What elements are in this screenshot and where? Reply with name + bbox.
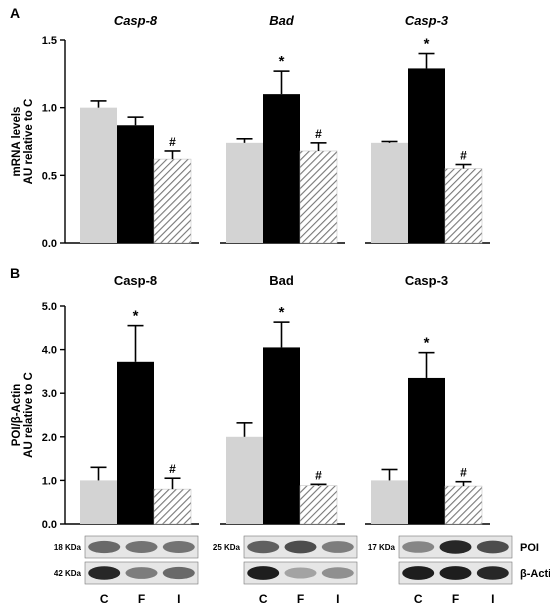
y-tick-label: 0.5: [42, 170, 57, 182]
y-tick-label: 4.0: [42, 345, 57, 357]
group-title: Casp-3: [405, 273, 448, 288]
y-tick-label: 1.5: [42, 35, 57, 47]
significance-hash: #: [460, 149, 467, 163]
y-tick-label: 1.0: [42, 475, 57, 487]
blot-band: [476, 540, 509, 554]
lane-label: I: [336, 592, 339, 606]
significance-star: *: [133, 308, 139, 325]
kda-label: 42 KDa: [54, 569, 82, 578]
y-tick-label: 3.0: [42, 388, 57, 400]
significance-hash: #: [315, 468, 322, 482]
group-title: Casp-8: [114, 13, 158, 28]
blot-band: [439, 566, 472, 580]
bar: [408, 68, 445, 243]
lane-label: F: [138, 592, 145, 606]
lane-label: C: [414, 592, 423, 606]
bar: [299, 485, 338, 525]
bar: [371, 142, 408, 243]
y-tick-label: 1.0: [42, 103, 57, 115]
blot-band: [247, 566, 280, 580]
y-axis-label-line2: AU relative to C: [23, 372, 35, 458]
significance-star: *: [424, 335, 430, 352]
bar: [444, 168, 483, 244]
significance-star: *: [424, 36, 430, 53]
significance-hash: #: [169, 462, 176, 476]
y-axis-label-line1: mRNA levels: [11, 107, 23, 177]
y-tick-label: 0.0: [42, 519, 57, 531]
y-axis-label-line2: AU relative to C: [23, 99, 35, 185]
significance-hash: #: [169, 135, 176, 149]
bar: [263, 347, 300, 524]
bar: [80, 107, 117, 244]
y-tick-label: 2.0: [42, 432, 57, 444]
bar: [153, 158, 192, 244]
lane-label: F: [452, 592, 459, 606]
kda-label: 25 KDa: [213, 543, 241, 552]
blot-band: [284, 540, 317, 554]
panel-letter: A: [10, 5, 20, 21]
bar: [117, 125, 154, 243]
blot-band: [247, 540, 280, 554]
group-title: Casp-8: [114, 273, 157, 288]
y-axis-label-line1: POI/β-Actin: [11, 384, 23, 447]
blot-row-label-poi: POI: [520, 542, 539, 554]
lane-label: I: [177, 592, 180, 606]
significance-hash: #: [460, 466, 467, 480]
blot-band: [402, 541, 435, 553]
bar: [226, 142, 263, 243]
panel-letter: B: [10, 265, 20, 281]
blot-band: [125, 567, 158, 579]
blot-band: [321, 541, 354, 553]
group-title: Bad: [269, 13, 295, 28]
bar: [153, 488, 192, 525]
kda-label: 18 KDa: [54, 543, 82, 552]
bar: [371, 480, 408, 524]
lane-label: I: [491, 592, 494, 606]
blot-band: [476, 566, 509, 580]
western-blots: 18 KDa 42 KDa C F I 25 KDa C F I 17 KDa C F I POI β-Ac…: [54, 535, 550, 606]
blot-band: [402, 566, 435, 580]
kda-label: 17 KDa: [368, 543, 396, 552]
lane-label: C: [100, 592, 109, 606]
blot-band: [162, 566, 195, 580]
bar: [263, 94, 300, 243]
lane-label: C: [259, 592, 268, 606]
bar: [226, 436, 263, 524]
panel-b: B POI/β-Actin AU relative to C 0.0 1.0 2.0 3.0…: [10, 265, 490, 531]
lane-label: F: [297, 592, 304, 606]
bar: [117, 361, 154, 524]
blot-band: [284, 567, 317, 579]
group-title: Casp-3: [405, 13, 449, 28]
significance-hash: #: [315, 127, 322, 141]
bar: [299, 150, 338, 244]
blot-row-label-actin: β-Actin: [520, 568, 550, 580]
bar: [444, 485, 483, 525]
y-tick-label: 5.0: [42, 301, 57, 313]
significance-star: *: [279, 304, 285, 321]
bar: [408, 377, 445, 524]
y-tick-label: 0.0: [42, 238, 57, 250]
significance-star: *: [279, 53, 285, 70]
group-title: Bad: [269, 273, 294, 288]
blot-band: [88, 566, 121, 580]
blot-band: [321, 567, 354, 579]
blot-band: [162, 541, 195, 553]
blot-band: [88, 540, 121, 554]
bar: [80, 480, 117, 524]
blot-band: [439, 540, 472, 554]
blot-band: [125, 541, 158, 553]
